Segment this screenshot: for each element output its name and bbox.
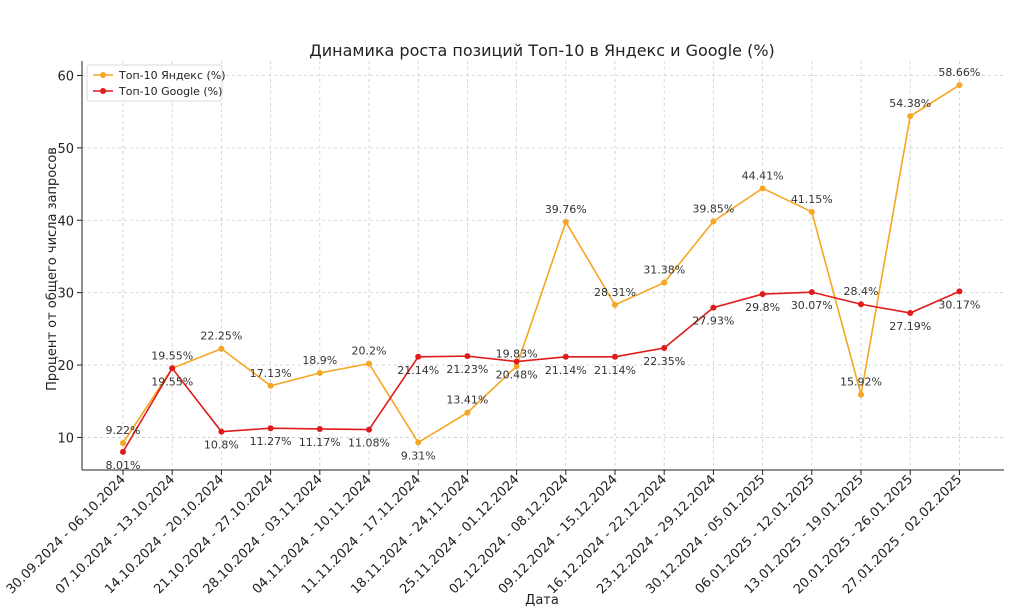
- data-point-0: [710, 218, 717, 225]
- data-point-1: [612, 353, 618, 360]
- data-label-0: 17.13%: [250, 367, 292, 380]
- data-label-1: 21.14%: [397, 364, 439, 377]
- data-point-0: [956, 82, 963, 89]
- data-label-0: 54.38%: [889, 97, 931, 110]
- data-point-1: [710, 304, 717, 311]
- legend-label: Топ-10 Google (%): [118, 85, 222, 98]
- data-label-0: 9.31%: [401, 449, 436, 462]
- data-label-1: 21.23%: [446, 363, 488, 376]
- data-point-1: [759, 291, 766, 298]
- y-tick-label: 20: [57, 359, 74, 374]
- y-tick-label: 50: [57, 142, 74, 157]
- data-label-1: 28.4%: [844, 285, 879, 298]
- data-point-1: [808, 289, 815, 296]
- data-point-0: [562, 218, 569, 225]
- chart-title: Динамика роста позиций Топ-10 в Яндекс и…: [309, 41, 775, 60]
- data-label-0: 39.85%: [692, 202, 734, 215]
- data-label-1: 27.93%: [692, 315, 734, 328]
- data-label-0: 28.31%: [594, 286, 636, 299]
- data-point-0: [415, 439, 422, 446]
- data-point-1: [415, 353, 422, 360]
- legend-swatch-marker: [100, 72, 106, 78]
- data-label-1: 22.35%: [643, 355, 685, 368]
- data-point-1: [366, 426, 372, 433]
- data-label-1: 8.01%: [106, 459, 141, 472]
- data-point-1: [169, 365, 176, 372]
- data-label-0: 22.25%: [200, 330, 242, 343]
- legend: Топ-10 Яндекс (%) Топ-10 Google (%): [86, 64, 226, 102]
- data-point-0: [366, 360, 372, 367]
- data-point-1: [464, 353, 471, 360]
- data-label-1: 30.17%: [938, 298, 980, 311]
- data-label-1: 21.14%: [594, 364, 636, 377]
- data-label-1: 11.08%: [348, 437, 390, 450]
- data-label-0: 31.38%: [643, 264, 685, 277]
- data-label-0: 19.83%: [496, 347, 538, 360]
- data-point-0: [759, 185, 766, 192]
- data-label-1: 20.48%: [496, 369, 538, 382]
- y-tick-label: 10: [57, 431, 74, 446]
- data-point-0: [858, 391, 864, 398]
- data-label-0: 58.66%: [938, 66, 980, 79]
- data-label-1: 19.55%: [151, 375, 193, 388]
- data-point-0: [907, 113, 914, 120]
- data-label-0: 44.41%: [742, 169, 784, 182]
- data-label-0: 18.9%: [302, 354, 337, 367]
- data-point-0: [513, 363, 520, 370]
- y-tick-label: 60: [57, 69, 74, 84]
- legend-label: Топ-10 Яндекс (%): [118, 69, 226, 82]
- data-point-0: [316, 369, 323, 376]
- data-label-0: 19.55%: [151, 349, 193, 362]
- data-point-1: [513, 358, 520, 365]
- data-point-1: [562, 353, 569, 360]
- data-label-0: 20.2%: [352, 345, 387, 358]
- data-point-1: [316, 425, 323, 432]
- data-label-0: 13.41%: [446, 394, 488, 407]
- data-labels: 9.22% 19.55% 22.25% 17.13% 18.9% 20.2% 9.31% 13…: [106, 66, 981, 472]
- data-label-1: 27.19%: [889, 320, 931, 333]
- data-label-1: 11.27%: [250, 435, 292, 448]
- data-point-1: [858, 301, 864, 308]
- y-tick-label: 40: [57, 214, 74, 229]
- data-point-1: [120, 448, 126, 455]
- legend-box: [86, 64, 223, 102]
- data-point-0: [120, 440, 126, 447]
- data-label-1: 10.8%: [204, 439, 239, 452]
- data-label-1: 21.14%: [545, 364, 587, 377]
- data-point-1: [661, 345, 668, 352]
- data-point-1: [907, 309, 914, 316]
- x-axis-title: Дата: [525, 593, 559, 608]
- data-point-0: [612, 301, 618, 308]
- data-point-0: [661, 279, 668, 286]
- data-point-0: [464, 409, 471, 416]
- data-label-0: 41.15%: [791, 193, 833, 206]
- data-label-1: 30.07%: [791, 299, 833, 312]
- data-point-1: [267, 425, 274, 432]
- grid: [82, 61, 1004, 470]
- series-line-0: [122, 84, 960, 444]
- series-layer: [120, 82, 963, 455]
- series-line-1: [122, 290, 960, 453]
- data-point-0: [808, 208, 815, 215]
- data-point-1: [956, 288, 963, 295]
- data-label-0: 15.92%: [840, 376, 882, 389]
- data-label-1: 11.17%: [299, 436, 341, 449]
- data-point-0: [267, 382, 274, 389]
- data-point-0: [218, 345, 225, 352]
- data-label-0: 39.76%: [545, 203, 587, 216]
- data-point-1: [218, 428, 225, 435]
- y-tick-label: 30: [57, 287, 74, 302]
- legend-swatch-marker: [100, 88, 106, 94]
- data-label-1: 29.8%: [745, 301, 780, 314]
- y-axis-title: Процент от общего числа запросов: [45, 147, 60, 391]
- data-label-0: 9.22%: [106, 424, 141, 437]
